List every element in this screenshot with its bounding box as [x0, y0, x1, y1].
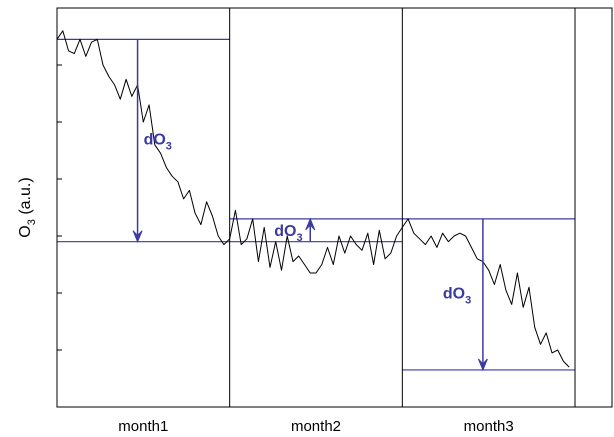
- y-axis-label-main: O: [17, 225, 34, 237]
- axes: [56, 7, 613, 408]
- delta-label: dO3: [274, 223, 302, 244]
- delta-arrow-head: [477, 358, 488, 372]
- delta-label-main: dO: [274, 223, 296, 240]
- delta-arrow-head: [305, 217, 316, 231]
- reference-lines: [57, 38, 575, 371]
- series-layer: [56, 30, 570, 368]
- delta-arrow-head: [132, 230, 143, 244]
- delta-label-main: dO: [144, 132, 166, 149]
- delta-label-subscript: 3: [465, 294, 471, 306]
- delta-label: dO3: [443, 285, 471, 306]
- x-tick-label: month1: [118, 418, 168, 435]
- y-axis-label-unit: (a.u.): [17, 177, 34, 219]
- month-boundaries: [229, 8, 576, 407]
- series-line: [56, 30, 570, 368]
- axes-frame: [56, 7, 613, 408]
- x-tick-label: month3: [464, 418, 514, 435]
- y-axis-label-subscript: 3: [26, 219, 38, 225]
- delta-label-subscript: 3: [166, 141, 172, 153]
- delta-label-main: dO: [443, 285, 465, 302]
- delta-label-subscript: 3: [296, 232, 302, 244]
- x-tick-label: month2: [291, 418, 341, 435]
- delta-label: dO3: [144, 132, 172, 153]
- y-axis-label: O3 (a.u.): [17, 177, 38, 237]
